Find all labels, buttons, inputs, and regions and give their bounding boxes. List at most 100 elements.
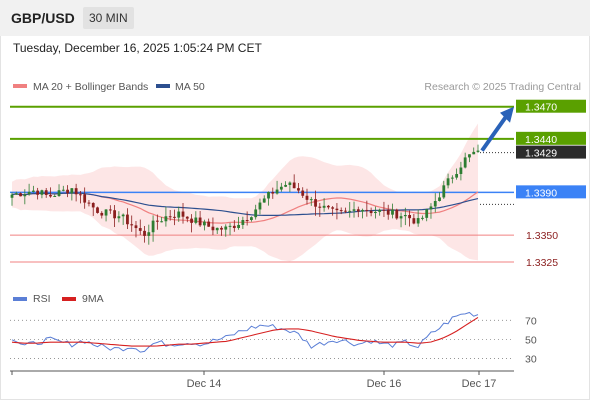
candle-body <box>241 220 245 225</box>
current-price-badge <box>516 145 586 159</box>
bollinger-band-area <box>12 123 478 262</box>
timeframe-badge[interactable]: 30 MIN <box>83 7 134 29</box>
candle-body <box>331 207 335 209</box>
candle-body <box>425 209 429 218</box>
candle-body <box>399 216 403 219</box>
credit-text: Research © 2025 Trading Central <box>424 81 581 93</box>
candle-body <box>237 224 240 228</box>
candle-body <box>31 190 35 192</box>
candle-body <box>476 150 480 152</box>
candle-body <box>378 209 382 212</box>
level-label-1.3325: 1.3325 <box>526 257 558 269</box>
candle-body <box>151 220 155 233</box>
candle-body <box>168 216 172 218</box>
rsi-legend-label: RSI <box>33 293 51 305</box>
level-label-1.3470: 1.3470 <box>525 102 557 114</box>
rsi-tick-50: 50 <box>525 334 537 346</box>
candle-body <box>254 209 258 218</box>
forecast-arrow-shaft <box>480 115 508 152</box>
candle-body <box>395 209 399 219</box>
price-levels <box>10 105 514 263</box>
candle-body <box>57 190 61 197</box>
candle-body <box>258 202 262 210</box>
candle-body <box>297 188 300 191</box>
candle-body <box>108 209 112 211</box>
bollinger-band <box>12 123 478 262</box>
candle-body <box>70 188 74 194</box>
candle-body <box>416 218 420 224</box>
candle-body <box>19 193 22 197</box>
candle-body <box>348 210 352 212</box>
level-label-1.3350: 1.3350 <box>526 230 558 242</box>
candle-body <box>245 220 249 222</box>
candle-body <box>177 211 181 218</box>
candle-body <box>53 196 57 198</box>
ma20-legend-label: MA 20 + Bollinger Bands <box>33 81 148 93</box>
candle-body <box>113 210 117 219</box>
candle-body <box>356 209 360 212</box>
candle-body <box>228 225 232 227</box>
candle-body <box>36 190 40 195</box>
candle-body <box>442 185 446 198</box>
candle-body <box>40 190 44 195</box>
price-level-labels: 1.3470 1.3440 1.3390 1.3350 1.3325 1.3429 <box>516 99 586 269</box>
candle-body <box>232 225 236 228</box>
candle-body <box>369 210 373 214</box>
candle-body <box>459 167 463 174</box>
candle-body <box>185 216 189 219</box>
candle-body <box>10 194 14 198</box>
candle-body <box>365 209 369 211</box>
candle-body <box>301 190 305 196</box>
ma9-legend-swatch <box>62 297 76 301</box>
candle-body <box>96 207 99 213</box>
candle-body <box>190 218 193 223</box>
candle-body <box>143 230 146 236</box>
rsi-legend-swatch <box>13 297 27 301</box>
candle-body <box>403 214 407 217</box>
time-tick-dec-14: Dec 14 <box>187 378 222 390</box>
level-badge-1.3390 <box>516 185 586 199</box>
forecast-arrow-head <box>500 106 514 123</box>
ma50-line <box>11 192 479 217</box>
candle-body <box>361 209 364 212</box>
candle-body <box>87 202 91 204</box>
candle-body <box>250 217 253 221</box>
candle-body <box>138 228 142 231</box>
candle-body <box>284 184 288 187</box>
candlesticks <box>10 144 480 245</box>
candle-body <box>322 205 326 208</box>
candle-body <box>450 177 454 179</box>
candle-body <box>49 194 52 197</box>
time-axis: Dec 14 Dec 16 Dec 17 <box>10 370 514 390</box>
candle-body <box>412 218 416 224</box>
candle-body <box>121 214 125 217</box>
rsi-line <box>11 311 479 353</box>
candle-body <box>391 209 394 215</box>
candle-body <box>173 216 176 218</box>
current-price-label: 1.3429 <box>525 148 557 160</box>
candle-body <box>160 221 164 223</box>
rsi-tick-30: 30 <box>525 353 537 365</box>
candle-body <box>61 189 65 191</box>
header-bar: GBP/USD 30 MIN <box>0 0 590 36</box>
candle-body <box>27 191 31 195</box>
price-legend: MA 20 + Bollinger Bands MA 50 Research ©… <box>13 81 581 93</box>
candle-body <box>134 225 138 229</box>
ma50-legend-swatch <box>156 84 170 88</box>
rsi-tick-70: 70 <box>525 315 537 327</box>
candle-body <box>455 173 459 178</box>
candle-body <box>309 199 313 201</box>
candle-body <box>91 202 95 208</box>
candle-body <box>181 211 185 217</box>
candle-body <box>352 209 356 211</box>
candle-body <box>292 182 296 189</box>
candle-body <box>224 226 228 230</box>
moving-averages <box>11 191 479 224</box>
candle-body <box>202 221 206 226</box>
candle-body <box>279 186 283 190</box>
candle-body <box>215 227 219 231</box>
candle-body <box>463 157 467 168</box>
level-badge-1.3440 <box>516 131 586 145</box>
candle-body <box>408 214 411 219</box>
candle-body <box>386 209 390 215</box>
